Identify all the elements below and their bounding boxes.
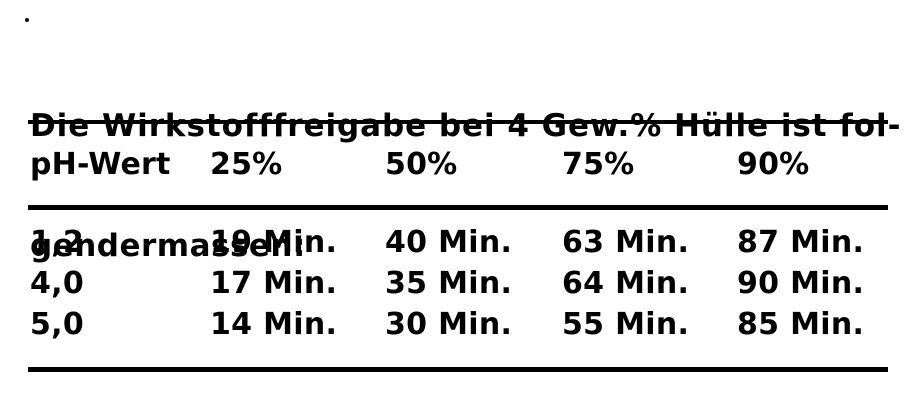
cell-ph-value: 5,0 xyxy=(30,307,85,342)
caption-line-1: Die Wirkstofffreigabe bei 4 Gew.% Hülle … xyxy=(30,108,902,144)
caption-paragraph: Die Wirkstofffreigabe bei 4 Gew.% Hülle … xyxy=(30,26,900,346)
cell-release-50: 35 Min. xyxy=(385,266,513,301)
cell-release-25: 17 Min. xyxy=(210,266,338,301)
cell-release-50: 30 Min. xyxy=(385,307,513,342)
cell-ph-value: 1,2 xyxy=(30,225,85,260)
cell-release-90: 87 Min. xyxy=(737,225,865,260)
cell-release-75: 64 Min. xyxy=(562,266,690,301)
table-rule-top xyxy=(28,120,888,124)
cell-release-25: 19 Min. xyxy=(210,225,338,260)
cell-release-75: 55 Min. xyxy=(562,307,690,342)
caption-line-2: gendermassen: xyxy=(30,228,306,264)
column-header-75: 75% xyxy=(562,147,635,182)
column-header-50: 50% xyxy=(385,147,458,182)
cell-release-90: 90 Min. xyxy=(737,266,865,301)
cell-release-25: 14 Min. xyxy=(210,307,338,342)
cell-release-75: 63 Min. xyxy=(562,225,690,260)
table-rule-bottom xyxy=(28,367,888,372)
cell-release-90: 85 Min. xyxy=(737,307,865,342)
column-header-ph: pH-Wert xyxy=(30,147,171,182)
cell-ph-value: 4,0 xyxy=(30,266,85,301)
table-rule-header xyxy=(28,205,888,210)
cell-release-50: 40 Min. xyxy=(385,225,513,260)
column-header-25: 25% xyxy=(210,147,283,182)
scan-speck-artifact xyxy=(25,18,29,22)
column-header-90: 90% xyxy=(737,147,810,182)
